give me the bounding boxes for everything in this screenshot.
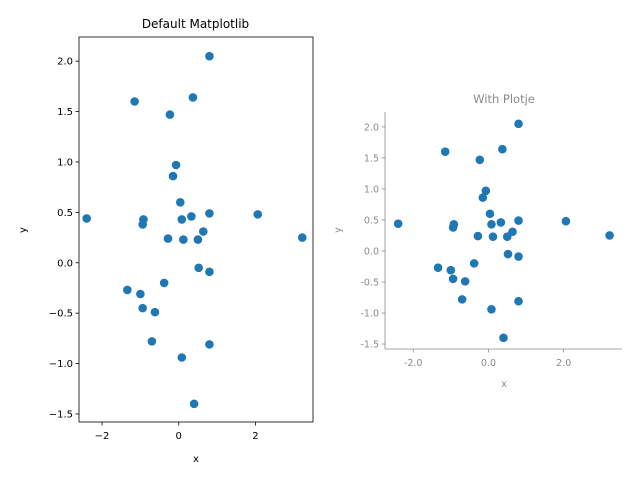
left-scatter-point [177,215,187,224]
left-y-tick-label: 0.0 [57,258,73,269]
left-x-tick-label: −2 [95,431,110,442]
left-scatter-point [138,303,147,313]
right-y-tick-label: 1.0 [364,184,379,195]
right-y-axis-label: y [333,227,344,233]
left-scatter-point [165,110,175,119]
left-scatter-point [171,160,181,170]
left-x-ticks: −2 0 2 [95,422,259,442]
right-y-tick-label: -1.0 [360,309,379,320]
left-scatter-point [82,214,91,223]
right-y-tick-label: 2.0 [364,122,379,133]
default-matplotlib-panel: Default Matplotlib −2 0 2 −1.5 −1.0 −0.5 0.0 0… [18,17,314,465]
right-scatter-point [514,216,523,225]
right-scatter-point [433,263,443,273]
left-y-tick-label: 1.5 [57,107,73,118]
right-scatter-point [393,219,403,228]
right-y-tick-label: 0.5 [364,215,379,226]
right-scatter-point [481,186,491,196]
left-scatter-point [253,210,263,219]
left-scatter-point [159,278,169,288]
left-scatter-point [193,235,203,244]
left-y-tick-label: −1.5 [49,409,73,420]
right-scatter-point [469,259,479,268]
left-scatter-point [205,209,214,218]
right-scatter-point [514,296,523,306]
right-chart-title: With Plotje [473,92,535,106]
right-x-tick-label: 2.0 [556,358,571,369]
right-scatter-point [514,119,523,129]
left-y-tick-label: 1.0 [57,157,73,168]
left-scatter-point [136,289,145,299]
left-scatter-point [177,353,187,362]
left-scatter-point [179,235,188,244]
right-scatter-point [473,231,483,241]
left-scatter-point [205,340,214,349]
right-scatter-point [475,155,485,165]
left-x-tick-label: 2 [252,431,258,442]
right-scatter-point [487,304,496,314]
left-scatter-point [205,267,214,277]
right-scatter-point [499,333,508,343]
left-x-axis-label: x [193,454,199,465]
right-scatter-point [561,216,571,226]
right-scatter-point [503,249,513,259]
right-scatter-point [502,232,512,242]
left-y-tick-label: 2.0 [57,57,73,68]
right-y-tick-label: -0.5 [360,277,379,288]
left-scatter-point [150,307,160,317]
right-scatter-point [448,223,458,232]
left-y-tick-label: 0.5 [57,208,73,219]
right-scatter-point [485,209,495,219]
left-y-tick-label: −0.5 [49,309,73,320]
left-y-ticks: −1.5 −1.0 −0.5 0.0 0.5 1.0 1.5 2.0 [49,57,79,420]
right-x-tick-label: 0.0 [481,358,496,369]
left-y-axis-label: y [18,227,29,233]
left-scatter-point [297,233,307,242]
right-scatter-point [514,252,523,261]
right-scatter-point [446,265,456,275]
right-y-ticks: -1.5 -1.0 -0.5 0.0 0.5 1.0 1.5 2.0 [360,122,385,351]
right-scatter-point [605,231,614,240]
left-scatter-point [198,227,208,236]
right-scatter-point [496,218,506,227]
left-scatter-point [188,93,198,102]
right-scatter-point [440,147,450,157]
left-scatter-point [138,220,147,229]
right-scatter-point [488,232,498,242]
left-scatter-point [147,337,157,346]
left-scatter-point [163,234,173,243]
left-scatter-point [205,51,214,61]
right-scatter-point [460,277,470,286]
left-y-tick-label: −1.0 [49,359,73,370]
right-scatter-point [478,193,488,202]
left-axes-frame [78,36,314,423]
left-chart-title: Default Matplotlib [142,17,249,31]
left-scatter-point [194,263,203,273]
right-scatter-point [498,144,507,154]
with-plotje-panel: With Plotje -2.0 0.0 2.0 -1.5 -1.0 -0.5 0.0 0.… [333,92,622,390]
right-y-tick-label: 0.0 [364,246,379,257]
left-scatter-point [189,399,199,409]
left-scatter-point [123,285,132,295]
left-data-points [82,51,307,409]
right-data-points [393,119,614,343]
right-scatter-point [448,274,458,284]
right-x-tick-label: -2.0 [404,358,423,369]
right-y-tick-label: 1.5 [364,153,379,164]
left-scatter-point [175,197,185,207]
right-x-ticks: -2.0 0.0 2.0 [404,349,571,369]
right-scatter-point [457,295,467,304]
right-x-axis-label: x [501,379,507,390]
left-x-tick-label: 0 [176,431,182,442]
left-scatter-point [130,97,139,106]
right-scatter-point [487,219,496,229]
left-scatter-point [168,171,178,181]
left-scatter-point [187,212,196,221]
right-y-tick-label: -1.5 [360,340,379,351]
